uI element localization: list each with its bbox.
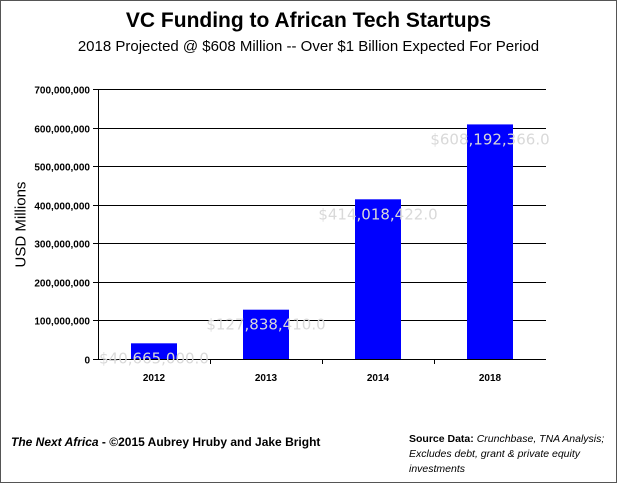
y-tick-label: 200,000,000 [34,279,90,290]
source-note: Source Data: Crunchbase, TNA Analysis; E… [409,432,609,477]
source-label: Source Data: [409,433,474,445]
bar-2013 [243,309,289,359]
x-tick-label: 2012 [143,373,166,384]
bar-2018 [467,124,513,359]
book-title: The Next Africa [11,435,99,449]
bar-2012 [131,343,177,359]
chart-title: VC Funding to African Tech Startups [125,9,492,32]
data-label: $608,192,366.0 [430,130,549,148]
y-tick-label: 300,000,000 [34,240,90,251]
x-tick-label: 2013 [255,373,278,384]
chart-subtitle: 2018 Projected @ $608 Million -- Over $1… [77,38,540,55]
data-label: $127,838,410.0 [206,316,325,334]
credit-authors: - ©2015 Aubrey Hruby and Jake Bright [98,435,321,449]
plot-area: 0 100,000,000 200,000,000 300,000,000 400,00… [34,86,549,385]
source-text: Crunchbase, TNA Analysis; Excludes debt,… [409,433,605,475]
x-tick-label: 2018 [479,373,502,384]
y-tick-label: 500,000,000 [34,163,90,174]
y-tick-label: 600,000,000 [34,125,90,136]
x-tick-label: 2014 [367,373,390,384]
y-tick-label: 700,000,000 [34,86,90,97]
data-label: $40,665,000.0 [99,349,209,367]
credit-text: The Next Africa - ©2015 Aubrey Hruby and… [11,435,320,449]
y-tick-label: 100,000,000 [34,317,90,328]
data-label: $414,018,422.0 [318,205,437,223]
bar-2014 [355,199,401,359]
y-tick-label: 0 [84,356,90,367]
y-tick-label: 400,000,000 [34,202,90,213]
